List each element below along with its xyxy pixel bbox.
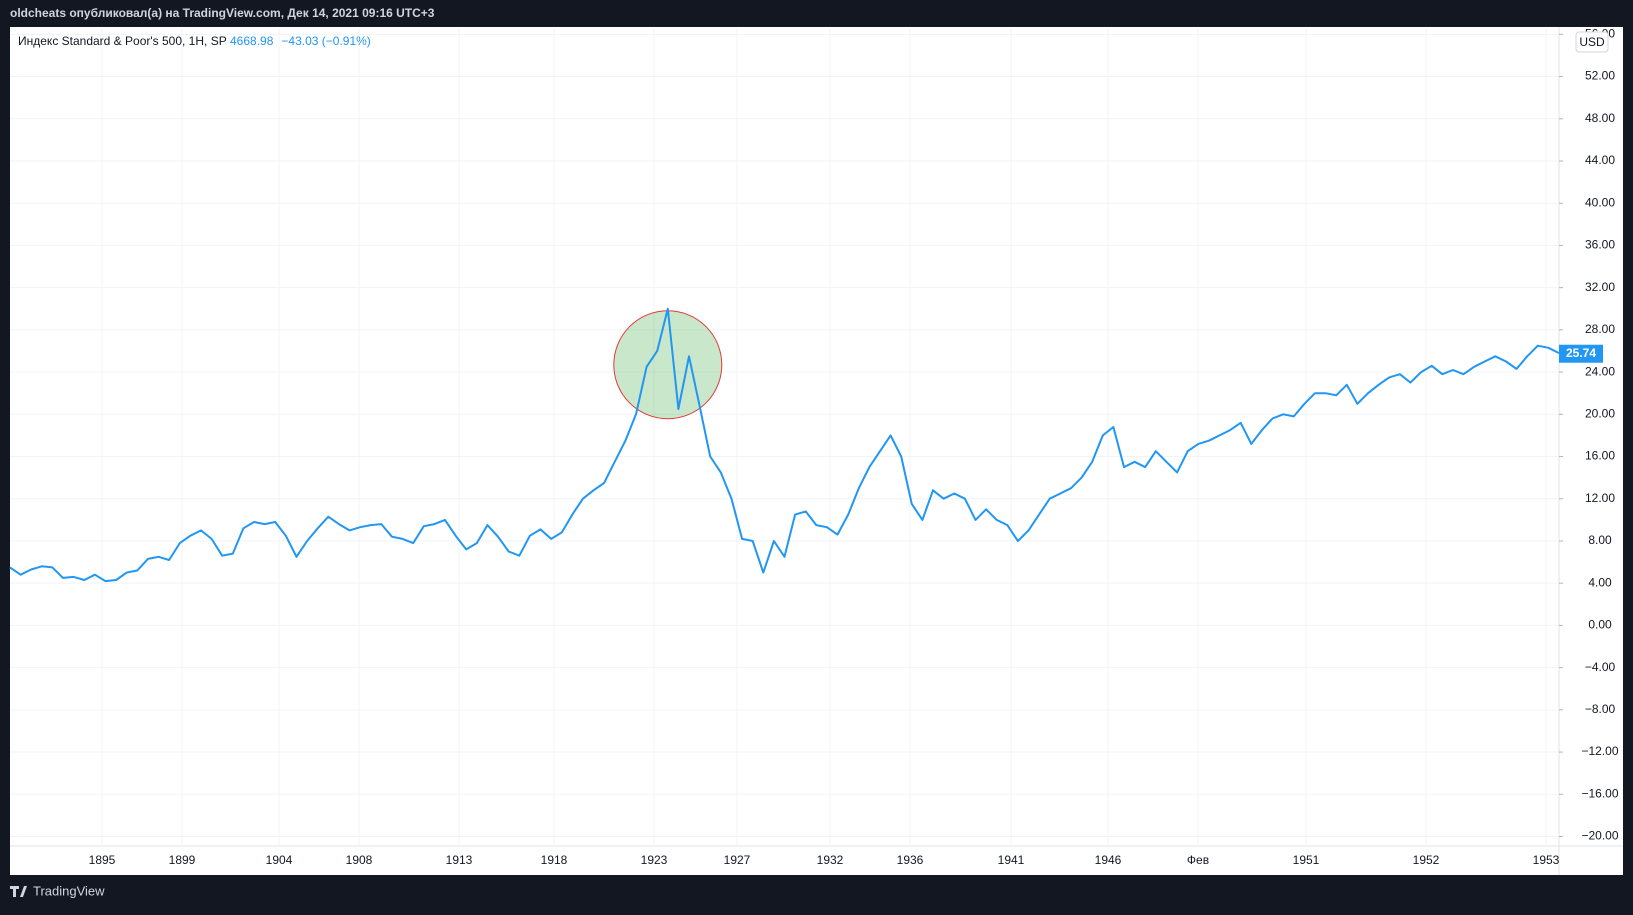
x-tick-label: 1951 bbox=[1293, 853, 1320, 867]
y-tick-label: 48.00 bbox=[1585, 111, 1615, 125]
footer: TradingView bbox=[33, 883, 105, 898]
logo-icon bbox=[10, 886, 27, 897]
y-tick-label: 36.00 bbox=[1585, 238, 1615, 252]
y-tick-label: 12.00 bbox=[1585, 491, 1615, 505]
price-line bbox=[9, 307, 1560, 583]
y-tick-label: −4.00 bbox=[1585, 660, 1616, 674]
x-tick-label: 1941 bbox=[998, 853, 1025, 867]
x-tick-label: 1953 bbox=[1533, 853, 1560, 867]
x-tick-label: 1923 bbox=[641, 853, 668, 867]
last-value-badge bbox=[1559, 344, 1603, 363]
x-tick-label: 1932 bbox=[817, 853, 844, 867]
x-tick-label: 1946 bbox=[1095, 853, 1122, 867]
y-tick-label: 20.00 bbox=[1585, 406, 1615, 420]
x-tick-label: 1899 bbox=[169, 853, 196, 867]
last-value: 25.74 bbox=[1566, 346, 1596, 360]
logo: TradingView bbox=[10, 883, 105, 898]
x-tick-label: 1936 bbox=[897, 853, 924, 867]
y-tick-label: 28.00 bbox=[1585, 322, 1615, 336]
legend-price: 4668.98 bbox=[230, 34, 274, 48]
y-tick-label: 40.00 bbox=[1585, 195, 1615, 209]
axes: −20.00 −16.00 −12.00 −8.00 −4.00 0.00 4.00 8.00… bbox=[89, 27, 1619, 868]
y-tick-label: 4.00 bbox=[1588, 575, 1612, 589]
legend-change: −43.03 (−0.91%) bbox=[281, 34, 370, 48]
y-tick-label: 24.00 bbox=[1585, 364, 1615, 378]
y-tick-label: −16.00 bbox=[1581, 786, 1618, 800]
highlight-circle bbox=[613, 310, 723, 420]
legend-series: Индекс Standard & Poor's 500, 1H, SP bbox=[18, 34, 227, 48]
grid bbox=[10, 28, 1559, 846]
y-tick-label: −12.00 bbox=[1581, 744, 1618, 758]
plot bbox=[9, 307, 1560, 583]
y-tick-label: 44.00 bbox=[1585, 153, 1615, 167]
x-tick-label: 1904 bbox=[266, 853, 293, 867]
chart-panel bbox=[10, 27, 1623, 875]
y-tick-label: −8.00 bbox=[1585, 702, 1616, 716]
y-tick-label: 32.00 bbox=[1585, 280, 1615, 294]
x-tick-label: 1952 bbox=[1413, 853, 1440, 867]
x-tick-label: 1918 bbox=[541, 853, 568, 867]
x-tick-label: Фев bbox=[1187, 853, 1209, 867]
y-tick-label: 0.00 bbox=[1588, 618, 1612, 632]
y-tick-label: 16.00 bbox=[1585, 449, 1615, 463]
currency-badge[interactable] bbox=[1575, 31, 1609, 53]
x-tick-label: 1913 bbox=[446, 853, 473, 867]
header: oldcheats опубликовал(а) на TradingView.… bbox=[10, 6, 435, 20]
y-tick-label: 52.00 bbox=[1585, 69, 1615, 83]
currency: USD bbox=[1579, 35, 1605, 49]
x-tick-label: 1908 bbox=[346, 853, 373, 867]
x-tick-label: 1927 bbox=[724, 853, 751, 867]
y-tick-label: −20.00 bbox=[1581, 829, 1618, 843]
x-tick-label: 1895 bbox=[89, 853, 116, 867]
y-tick-label: 8.00 bbox=[1588, 533, 1612, 547]
